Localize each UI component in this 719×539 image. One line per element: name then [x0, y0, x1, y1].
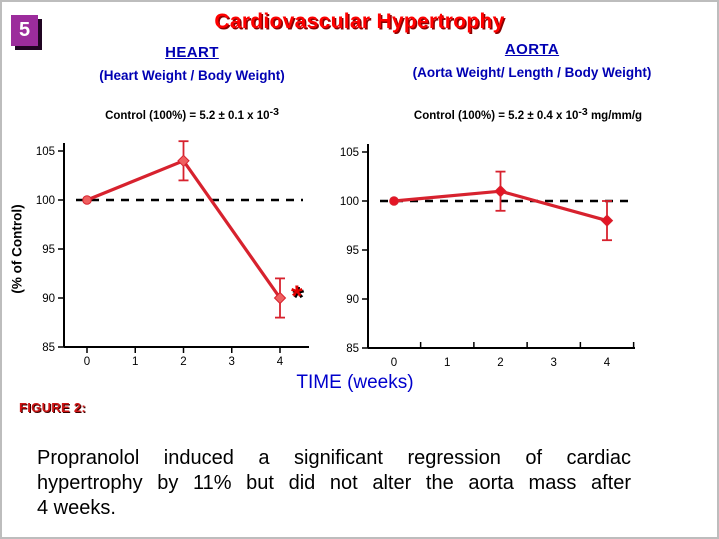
x-tick-label: 1 [132, 356, 138, 368]
significance-marker: * [291, 280, 303, 313]
x-tick-label: 0 [391, 357, 397, 369]
y-tick-label: 90 [42, 293, 55, 305]
heart-section-title: HEART [165, 44, 219, 61]
data-point [600, 214, 614, 227]
data-line [86, 158, 282, 299]
heart-section-subtitle: (Heart Weight / Body Weight) [99, 68, 285, 83]
x-tick-label: 3 [551, 357, 557, 369]
y-tick-label: 105 [340, 147, 359, 159]
y-tick-label: 90 [346, 294, 359, 306]
data-point [177, 154, 190, 168]
x-tick-label: 4 [604, 357, 611, 369]
slide-title: Cardiovascular Hypertrophy [214, 10, 505, 33]
heart-control-exponent: -3 [269, 106, 279, 118]
y-tick-label: 85 [346, 343, 359, 355]
x-tick-label: 1 [444, 357, 450, 369]
caption-line-1: Propranolol induced a significant regres… [37, 447, 631, 469]
aorta-chart: 85 90 95 100 105 0 1 2 3 4 [340, 144, 635, 369]
aorta-section-subtitle: (Aorta Weight/ Length / Body Weight) [412, 65, 652, 80]
y-tick-label: 95 [346, 245, 359, 257]
x-axis-label: TIME (weeks) [296, 372, 414, 393]
slide-number-badge: 5 [11, 15, 38, 46]
y-tick-label: 95 [42, 244, 55, 256]
y-tick-label: 100 [340, 196, 359, 208]
significance-marker-shadow: * [293, 282, 305, 315]
caption-line-2: hypertrophy by 11% but did not alter the… [37, 472, 631, 494]
data-point [494, 184, 507, 198]
aorta-section-title: AORTA [504, 41, 560, 58]
heart-section-header: HEART (Heart Weight / Body Weight) [42, 44, 342, 83]
y-tick-label: 85 [42, 342, 55, 354]
caption-line-3: 4 weeks. [37, 497, 116, 519]
aorta-control-value: Control (100%) = 5.2 ± 0.4 x 10-3 mg/mm/… [360, 106, 696, 122]
x-tick-label: 3 [229, 356, 235, 368]
y-tick-label: 105 [36, 146, 55, 158]
aorta-section-header: AORTA (Aorta Weight/ Length / Body Weigh… [370, 41, 694, 80]
data-point [389, 196, 399, 206]
data-point [273, 291, 287, 305]
data-point [82, 195, 92, 205]
aorta-control-unit: mg/mm/g [587, 110, 643, 122]
x-tick-label: 2 [180, 356, 186, 368]
heart-control-text: Control (100%) = 5.2 ± 0.1 x 10 [105, 110, 270, 122]
y-tick-label: 100 [36, 195, 55, 207]
x-tick-label: 4 [277, 356, 284, 368]
figure-caption: Propranolol induced a significant regres… [37, 446, 631, 521]
aorta-control-exponent: -3 [578, 106, 588, 118]
aorta-control-text: Control (100%) = 5.2 ± 0.4 x 10 [413, 110, 579, 122]
figure-label: FIGURE 2: [19, 400, 86, 415]
x-tick-label: 2 [497, 357, 503, 369]
x-tick-label: 0 [84, 356, 90, 368]
heart-control-value: Control (100%) = 5.2 ± 0.1 x 10-3 [42, 106, 342, 122]
